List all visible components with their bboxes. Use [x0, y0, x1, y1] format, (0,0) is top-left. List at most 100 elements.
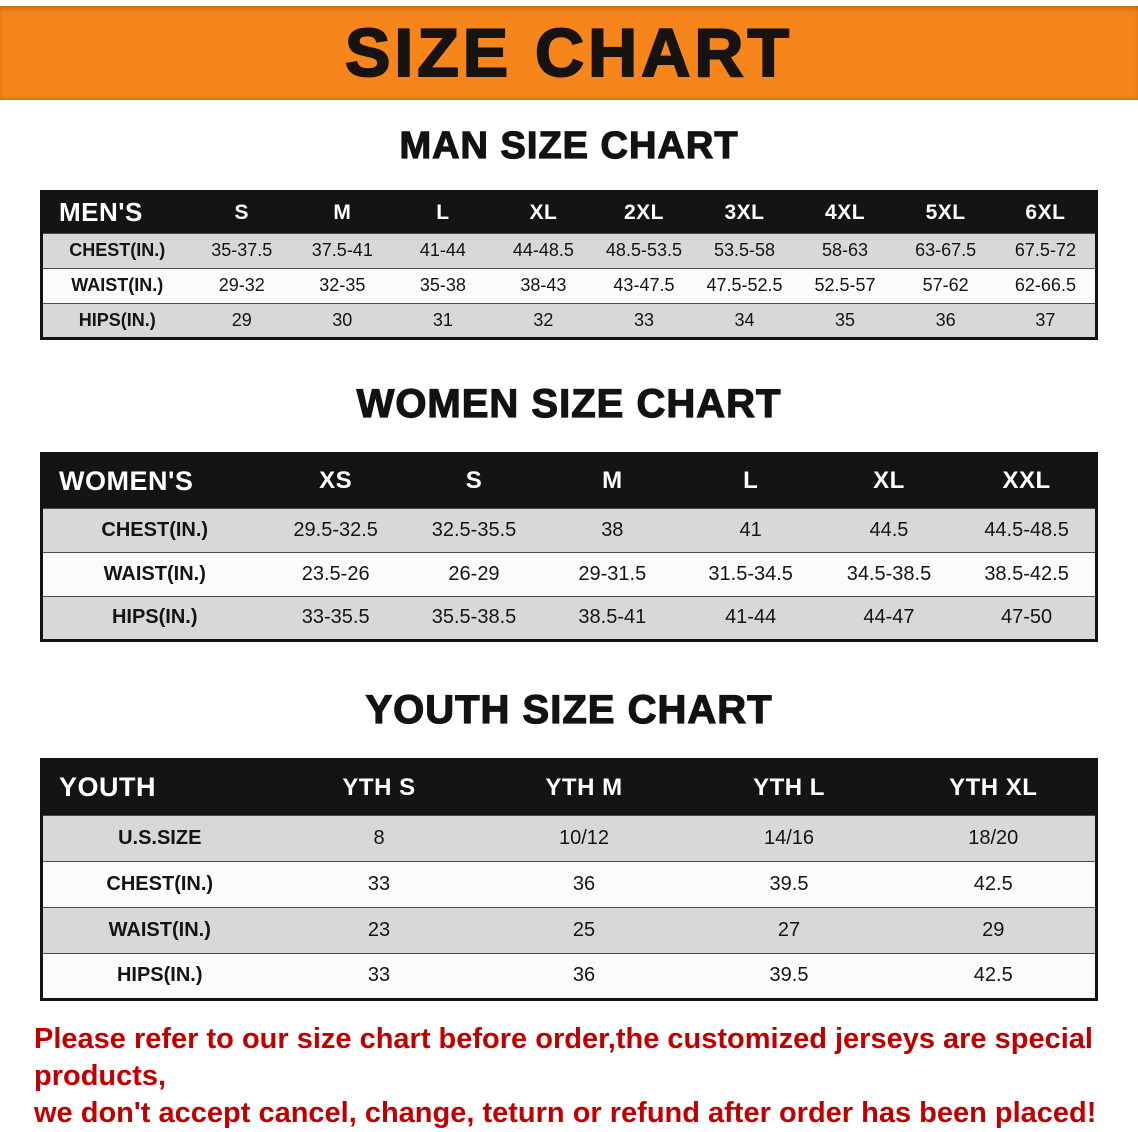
mens-size-table-size-header: 3XL	[694, 191, 795, 234]
mens-size-table-size-header: S	[191, 191, 293, 234]
youth-size-table-size-header: YTH L	[686, 759, 892, 816]
table-row: WAIST(IN.) 23 25 27 29	[41, 906, 1097, 954]
mens-size-table-size-header: 5XL	[895, 191, 996, 234]
size-value-cell: 39.5	[686, 860, 892, 908]
row-label: WAIST(IN.)	[41, 267, 192, 304]
row-label: CHEST(IN.)	[41, 507, 267, 553]
disclaimer-line-1: Please refer to our size chart before or…	[34, 1022, 1093, 1092]
size-value-cell: 14/16	[686, 814, 892, 862]
size-value-cell: 39.5	[686, 952, 892, 1000]
size-value-cell: 34.5-38.5	[819, 551, 959, 597]
mens-size-table: MEN'S S M L XL 2XL 3XL 4XL 5XL 6XL CHEST(IN.) 35-37…	[40, 189, 1098, 340]
size-value-cell: 67.5-72	[995, 232, 1097, 269]
youth-size-table-header-row: YOUTH YTH S YTH M YTH L YTH XL	[41, 759, 1097, 816]
size-value-cell: 52.5-57	[794, 267, 896, 304]
table-row: HIPS(IN.) 29 30 31 32 33 34 35 36 37	[41, 302, 1097, 339]
size-value-cell: 44.5-48.5	[958, 507, 1097, 553]
table-row: CHEST(IN.) 29.5-32.5 32.5-35.5 38 41 44.5 44.5…	[41, 507, 1097, 553]
page-title: SIZE CHART	[344, 15, 793, 91]
row-label: CHEST(IN.)	[41, 232, 192, 269]
mens-size-table-category-label: MEN'S	[41, 191, 192, 234]
mens-size-table-size-header: 2XL	[593, 191, 695, 234]
size-value-cell: 31	[392, 302, 494, 339]
youth-size-table-size-header: YTH M	[481, 759, 687, 816]
table-row: HIPS(IN.) 33-35.5 35.5-38.5 38.5-41 41-44 44-…	[41, 595, 1097, 641]
youth-size-table-category-label: YOUTH	[41, 759, 277, 816]
row-label: WAIST(IN.)	[41, 551, 267, 597]
size-value-cell: 32-35	[292, 267, 393, 304]
womens-size-table-category-label: WOMEN'S	[41, 453, 267, 509]
size-value-cell: 18/20	[891, 814, 1097, 862]
size-value-cell: 42.5	[891, 952, 1097, 1000]
size-value-cell: 27	[686, 906, 892, 954]
womens-size-table-size-header: XL	[819, 453, 959, 509]
youth-size-table-size-header: YTH S	[276, 759, 482, 816]
womens-size-table: WOMEN'S XS S M L XL XXL CHEST(IN.) 29.5-32.5 32.5…	[40, 451, 1098, 642]
table-row: HIPS(IN.) 33 36 39.5 42.5	[41, 952, 1097, 1000]
size-value-cell: 36	[481, 860, 687, 908]
youth-size-table-size-header: YTH XL	[891, 759, 1097, 816]
size-value-cell: 33	[593, 302, 695, 339]
size-value-cell: 29	[191, 302, 293, 339]
mens-size-table-header-row: MEN'S S M L XL 2XL 3XL 4XL 5XL 6XL	[41, 191, 1097, 234]
size-value-cell: 29	[891, 906, 1097, 954]
size-value-cell: 47.5-52.5	[694, 267, 795, 304]
row-label: HIPS(IN.)	[41, 302, 192, 339]
size-value-cell: 23.5-26	[266, 551, 405, 597]
youth-size-chart-heading: YOUTH SIZE CHART	[365, 687, 773, 732]
size-value-cell: 37.5-41	[292, 232, 393, 269]
size-value-cell: 33-35.5	[266, 595, 405, 641]
mens-size-table-size-header: 6XL	[995, 191, 1097, 234]
row-label: WAIST(IN.)	[41, 906, 277, 954]
size-value-cell: 47-50	[958, 595, 1097, 641]
youth-size-table: YOUTH YTH S YTH M YTH L YTH XL U.S.SIZE 8 10/12…	[40, 757, 1098, 1001]
banner: SIZE CHART	[0, 6, 1138, 100]
size-value-cell: 62-66.5	[995, 267, 1097, 304]
table-row: CHEST(IN.) 35-37.5 37.5-41 41-44 44-48.5 48.5…	[41, 232, 1097, 269]
size-value-cell: 34	[694, 302, 795, 339]
size-value-cell: 38	[543, 507, 682, 553]
mens-size-table-size-header: M	[292, 191, 393, 234]
size-value-cell: 8	[276, 814, 482, 862]
size-value-cell: 38.5-42.5	[958, 551, 1097, 597]
row-label: HIPS(IN.)	[41, 595, 267, 641]
section-women: WOMEN SIZE CHART WOMEN'S XS S M L XL XXL CHEST(…	[0, 381, 1138, 642]
size-value-cell: 44-47	[819, 595, 959, 641]
size-value-cell: 41-44	[681, 595, 820, 641]
table-row: CHEST(IN.) 33 36 39.5 42.5	[41, 860, 1097, 908]
womens-size-table-size-header: L	[681, 453, 820, 509]
size-value-cell: 41	[681, 507, 820, 553]
size-value-cell: 43-47.5	[593, 267, 695, 304]
size-value-cell: 23	[276, 906, 482, 954]
row-label: U.S.SIZE	[41, 814, 277, 862]
size-value-cell: 29-32	[191, 267, 293, 304]
size-value-cell: 36	[481, 952, 687, 1000]
size-value-cell: 63-67.5	[895, 232, 996, 269]
table-row: U.S.SIZE 8 10/12 14/16 18/20	[41, 814, 1097, 862]
table-row: WAIST(IN.) 23.5-26 26-29 29-31.5 31.5-34.5 34…	[41, 551, 1097, 597]
size-value-cell: 29.5-32.5	[266, 507, 405, 553]
row-label: CHEST(IN.)	[41, 860, 277, 908]
size-value-cell: 35.5-38.5	[404, 595, 544, 641]
row-label: HIPS(IN.)	[41, 952, 277, 1000]
size-value-cell: 53.5-58	[694, 232, 795, 269]
women-size-chart-heading: WOMEN SIZE CHART	[356, 381, 782, 426]
size-value-cell: 32.5-35.5	[404, 507, 544, 553]
size-value-cell: 41-44	[392, 232, 494, 269]
size-value-cell: 32	[493, 302, 594, 339]
men-size-chart-heading: MAN SIZE CHART	[399, 125, 739, 168]
size-value-cell: 30	[292, 302, 393, 339]
size-value-cell: 44.5	[819, 507, 959, 553]
womens-size-table-size-header: S	[404, 453, 544, 509]
womens-size-table-size-header: XXL	[958, 453, 1097, 509]
mens-size-table-size-header: L	[392, 191, 494, 234]
size-value-cell: 58-63	[794, 232, 896, 269]
size-value-cell: 29-31.5	[543, 551, 682, 597]
womens-size-table-size-header: M	[543, 453, 682, 509]
size-value-cell: 44-48.5	[493, 232, 594, 269]
disclaimer: Please refer to our size chart before or…	[0, 1021, 1138, 1132]
size-value-cell: 35-37.5	[191, 232, 293, 269]
size-value-cell: 35	[794, 302, 896, 339]
size-value-cell: 57-62	[895, 267, 996, 304]
